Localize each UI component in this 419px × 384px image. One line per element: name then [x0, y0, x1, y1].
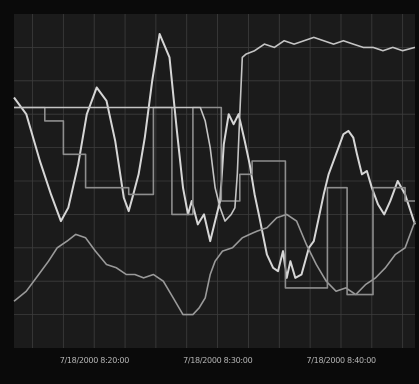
- x-tick-label: 7/18/2000 8:40:00: [306, 356, 375, 365]
- x-tick-label: 7/18/2000 8:30:00: [183, 356, 252, 365]
- x-tick-label: 7/18/2000 8:20:00: [60, 356, 129, 365]
